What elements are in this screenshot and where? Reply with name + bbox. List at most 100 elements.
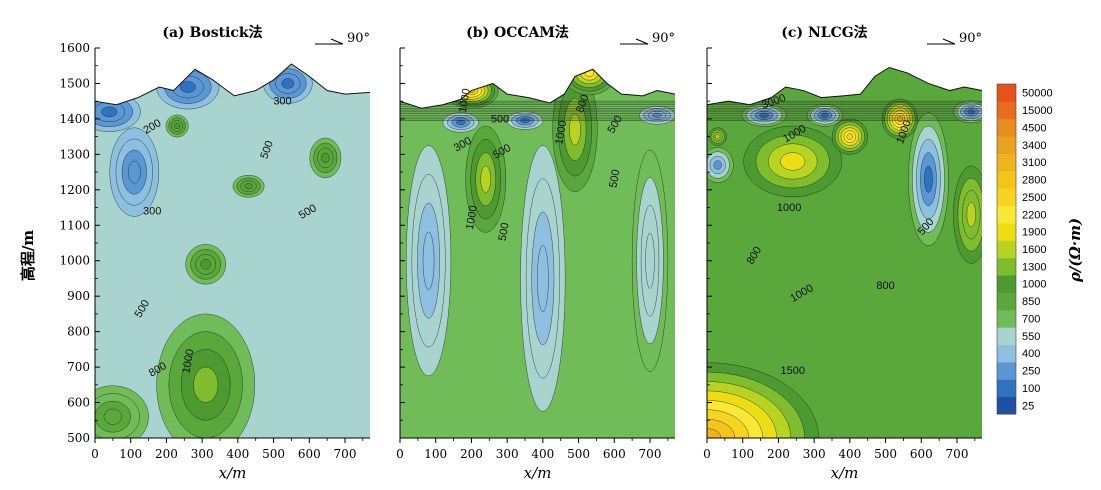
contour-label: 500 (607, 169, 622, 189)
resistivity-field (95, 63, 370, 439)
x-tick-label: 600 (298, 447, 321, 461)
colorbar-swatch (997, 396, 1016, 415)
anomaly-ring (193, 366, 219, 403)
panel-title: (c) NLCG法 (781, 24, 867, 41)
surface-contours (707, 100, 982, 121)
colorbar-tick-label: 25 (1022, 400, 1034, 412)
anomaly (631, 149, 669, 372)
anomaly (908, 112, 949, 246)
direction-arrow-head (942, 38, 956, 45)
colorbar-swatch (997, 361, 1016, 380)
x-axis-label: x/m (219, 464, 247, 482)
colorbar-tick-label: 2500 (1022, 192, 1046, 204)
direction-arrow-head (635, 38, 649, 45)
x-tick-label: 200 (460, 447, 483, 461)
contour-label: 1500 (780, 365, 804, 377)
colorbar-tick-label: 400 (1022, 348, 1040, 360)
contour-label: 300 (143, 206, 161, 218)
x-axis-label: x/m (524, 464, 552, 482)
contour-label: 1000 (457, 88, 473, 114)
anomaly-ring (244, 183, 253, 190)
anomaly (707, 147, 734, 183)
anomaly (562, 69, 617, 96)
x-tick-label: 0 (703, 447, 711, 461)
colorbar-tick-label: 50000 (1022, 88, 1053, 100)
topography-line (399, 68, 676, 109)
direction-label: 90° (347, 31, 370, 46)
anomaly-ring (780, 152, 806, 171)
anomaly (708, 127, 727, 146)
y-axis-label: 高程/m (18, 210, 38, 300)
direction-label: 90° (652, 31, 675, 46)
resistivity-field (400, 69, 675, 438)
contour-label: 1000 (464, 205, 480, 231)
x-tick-label: 200 (155, 447, 178, 461)
contour-label: 1000 (777, 202, 801, 214)
colorbar-title: ρ/(Ω·m) (1060, 170, 1090, 330)
colorbar-swatch (997, 257, 1016, 276)
colorbar-swatch (997, 84, 1016, 102)
anomaly-ring (537, 244, 549, 312)
colorbar-tick-label: 550 (1022, 331, 1040, 343)
anomaly-ring (924, 165, 933, 193)
x-tick-label: 100 (731, 447, 754, 461)
x-tick-label: 400 (838, 447, 861, 461)
x-tick-label: 100 (119, 447, 142, 461)
anomaly-ring (200, 259, 211, 270)
colorbar-swatch (997, 344, 1016, 363)
colorbar-tick-label: 1300 (1022, 261, 1046, 273)
y-tick-label: 1200 (59, 183, 90, 197)
anomaly (309, 137, 342, 179)
y-tick-label: 1300 (59, 147, 90, 161)
x-tick-label: 700 (946, 447, 969, 461)
colorbar-swatch (997, 188, 1016, 207)
anomaly (743, 125, 843, 198)
colorbar-tick-label: 100 (1022, 383, 1040, 395)
x-tick-label: 400 (531, 447, 554, 461)
anomaly (95, 385, 149, 439)
colorbar-swatch (997, 292, 1016, 311)
colorbar-swatch (997, 379, 1016, 398)
anomaly (165, 114, 189, 138)
y-tick-label: 500 (67, 431, 90, 445)
anomaly (406, 145, 452, 377)
panel-title: (a) Bostick法 (162, 24, 262, 41)
y-tick-label: 900 (67, 289, 90, 303)
anomaly-ring (966, 202, 976, 228)
anomaly-ring (103, 408, 123, 425)
colorbar-tick-label: 1000 (1022, 279, 1046, 291)
x-tick-label: 200 (767, 447, 790, 461)
colorbar-swatch (997, 170, 1016, 189)
colorbar-swatch (997, 309, 1016, 328)
colorbar-tick-label: 2800 (1022, 175, 1046, 187)
y-tick-label: 700 (67, 360, 90, 374)
anomaly-ring (422, 231, 435, 290)
anomaly (520, 145, 566, 412)
x-tick-label: 300 (191, 447, 214, 461)
y-tick-label: 1000 (59, 254, 90, 268)
colorbar-swatch (997, 101, 1016, 120)
topography-line (706, 66, 983, 106)
anomaly-ring (480, 165, 491, 193)
y-tick-label: 1500 (59, 76, 90, 90)
colorbar-tick-label: 2200 (1022, 209, 1046, 221)
colorbar-tick-label: 1900 (1022, 227, 1046, 239)
anomaly (232, 174, 265, 198)
contour-label: 500 (491, 113, 509, 125)
x-tick-label: 100 (424, 447, 447, 461)
colorbar-swatch (997, 136, 1016, 154)
x-axis-label: x/m (831, 464, 859, 482)
direction-arrow-head (330, 38, 344, 45)
colorbar-tick-label: 700 (1022, 313, 1040, 325)
y-tick-label: 1600 (59, 41, 90, 55)
x-tick-label: 600 (910, 447, 933, 461)
x-tick-label: 300 (496, 447, 519, 461)
contour-label: 1000 (180, 348, 196, 374)
colorbar-tick-label: 4500 (1022, 122, 1046, 134)
anomaly-ring (101, 106, 118, 118)
contour-label: 1000 (553, 119, 569, 145)
